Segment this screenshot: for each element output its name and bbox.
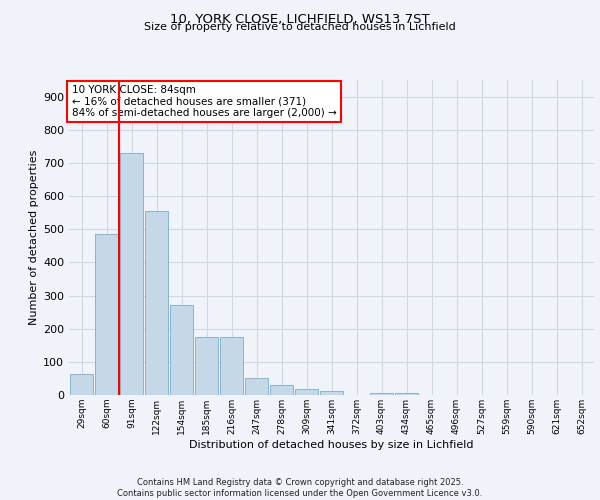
Bar: [245, 378, 268, 395]
Bar: [194, 336, 218, 395]
Bar: [295, 390, 319, 395]
Bar: [269, 385, 293, 395]
Y-axis label: Number of detached properties: Number of detached properties: [29, 150, 39, 325]
Text: 10, YORK CLOSE, LICHFIELD, WS13 7ST: 10, YORK CLOSE, LICHFIELD, WS13 7ST: [170, 12, 430, 26]
Text: Size of property relative to detached houses in Lichfield: Size of property relative to detached ho…: [144, 22, 456, 32]
X-axis label: Distribution of detached houses by size in Lichfield: Distribution of detached houses by size …: [189, 440, 474, 450]
Bar: [119, 153, 143, 395]
Bar: [170, 305, 193, 395]
Bar: [320, 390, 343, 395]
Bar: [370, 393, 394, 395]
Bar: [395, 392, 418, 395]
Bar: [220, 336, 244, 395]
Bar: [70, 374, 94, 395]
Text: Contains HM Land Registry data © Crown copyright and database right 2025.
Contai: Contains HM Land Registry data © Crown c…: [118, 478, 482, 498]
Bar: [145, 211, 169, 395]
Text: 10 YORK CLOSE: 84sqm
← 16% of detached houses are smaller (371)
84% of semi-deta: 10 YORK CLOSE: 84sqm ← 16% of detached h…: [71, 84, 337, 118]
Bar: [95, 234, 118, 395]
